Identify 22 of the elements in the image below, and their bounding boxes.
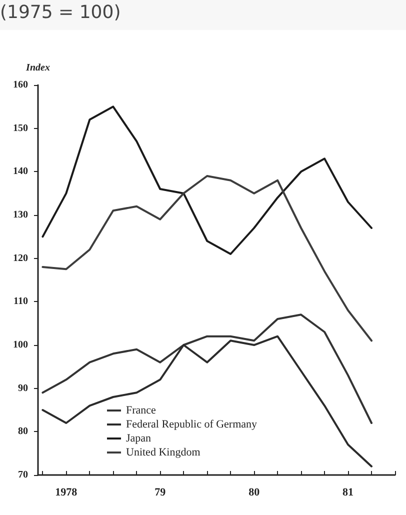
legend-label: Japan <box>126 432 152 444</box>
x-tick-label: 81 <box>342 486 354 498</box>
legend-label: France <box>126 404 156 416</box>
line-series <box>42 106 373 255</box>
y-tick-label: 100 <box>13 340 28 350</box>
y-tick-label: 140 <box>13 166 28 178</box>
y-axis-title: Index <box>25 62 50 74</box>
y-tick-label: 120 <box>13 252 28 264</box>
y-tick-label: 160 <box>13 80 28 90</box>
y-tick-label: 70 <box>18 470 28 480</box>
y-tick-label: 80 <box>18 426 28 438</box>
x-tick-label: 79 <box>154 486 166 498</box>
chart-subtitle: (1975 = 100) <box>0 0 406 30</box>
y-tick-label: 110 <box>14 296 28 308</box>
legend-label: Federal Republic of Germany <box>126 418 258 430</box>
legend-label: United Kingdom <box>126 446 201 458</box>
line-series <box>42 175 373 342</box>
y-tick-label: 90 <box>18 382 28 394</box>
y-tick-label: 130 <box>13 210 28 220</box>
x-tick-label: 1978 <box>55 486 78 498</box>
x-tick-label: 80 <box>248 486 260 498</box>
y-tick-label: 150 <box>13 122 28 134</box>
